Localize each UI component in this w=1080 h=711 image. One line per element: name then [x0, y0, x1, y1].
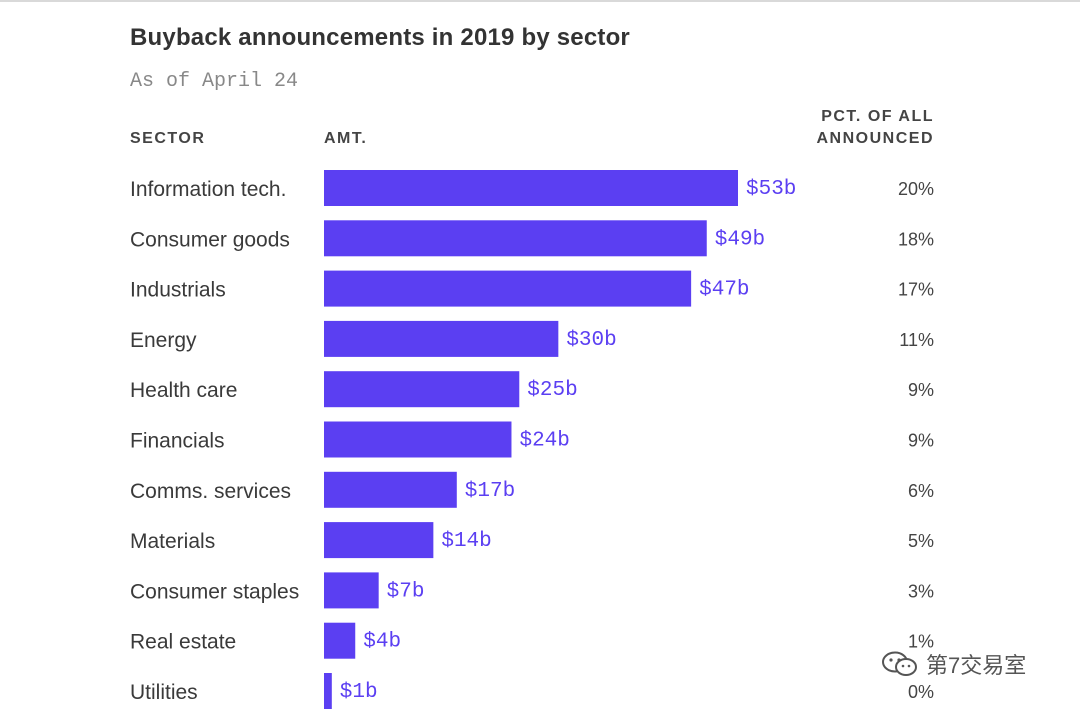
value-label: $53b — [746, 178, 796, 201]
watermark-text: 第7交易室 — [926, 653, 1027, 678]
bar — [324, 572, 379, 609]
bar — [324, 421, 512, 458]
chart-title: Buyback announcements in 2019 by sector — [130, 24, 630, 51]
pct-header-line1: PCT. OF ALL — [821, 108, 934, 125]
pct-label: 0% — [908, 682, 934, 702]
sector-label: Utilities — [130, 681, 198, 704]
value-label: $1b — [340, 681, 378, 704]
sector-label: Energy — [130, 329, 197, 352]
sector-label: Health care — [130, 379, 237, 402]
pct-label: 18% — [898, 229, 934, 249]
value-label: $7b — [387, 580, 425, 603]
pct-label: 17% — [898, 280, 934, 300]
sector-column-header: SECTOR — [130, 130, 206, 147]
pct-label: 20% — [898, 179, 934, 199]
pct-label: 9% — [908, 431, 934, 451]
value-label: $30b — [566, 329, 616, 352]
bar — [324, 622, 356, 659]
sector-label: Materials — [130, 530, 215, 553]
sector-label: Consumer goods — [130, 228, 290, 251]
bar — [324, 522, 434, 559]
bar — [324, 270, 692, 307]
value-label: $47b — [699, 279, 749, 302]
top-divider — [0, 0, 1080, 2]
pct-label: 1% — [908, 632, 934, 652]
bar — [324, 371, 520, 408]
value-label: $24b — [519, 430, 569, 453]
pct-label: 11% — [899, 330, 934, 350]
wechat-icon — [882, 651, 917, 676]
value-label: $4b — [363, 631, 401, 654]
pct-header-line2: ANNOUNCED — [816, 130, 934, 147]
sector-label: Financials — [130, 430, 225, 453]
sector-label: Comms. services — [130, 480, 291, 503]
value-label: $14b — [441, 530, 491, 553]
value-label: $49b — [715, 228, 765, 251]
value-label: $17b — [465, 480, 515, 503]
sector-label: Real estate — [130, 631, 236, 654]
bar — [324, 471, 457, 508]
value-label: $25b — [527, 379, 577, 402]
bar — [324, 673, 332, 709]
sector-label: Industrials — [130, 279, 226, 302]
pct-label: 5% — [908, 531, 934, 551]
bar — [324, 170, 738, 206]
sector-label: Information tech. — [130, 178, 286, 201]
amount-column-header: AMT. — [324, 130, 368, 147]
pct-column-header: PCT. OF ALL ANNOUNCED — [734, 106, 934, 150]
bar — [324, 220, 707, 257]
watermark: 第7交易室 — [880, 648, 1026, 680]
pct-label: 3% — [908, 581, 934, 601]
pct-label: 6% — [908, 481, 934, 501]
bar — [324, 320, 559, 357]
sector-label: Consumer staples — [130, 580, 299, 603]
pct-label: 9% — [908, 380, 934, 400]
chart-subtitle: As of April 24 — [130, 70, 299, 93]
